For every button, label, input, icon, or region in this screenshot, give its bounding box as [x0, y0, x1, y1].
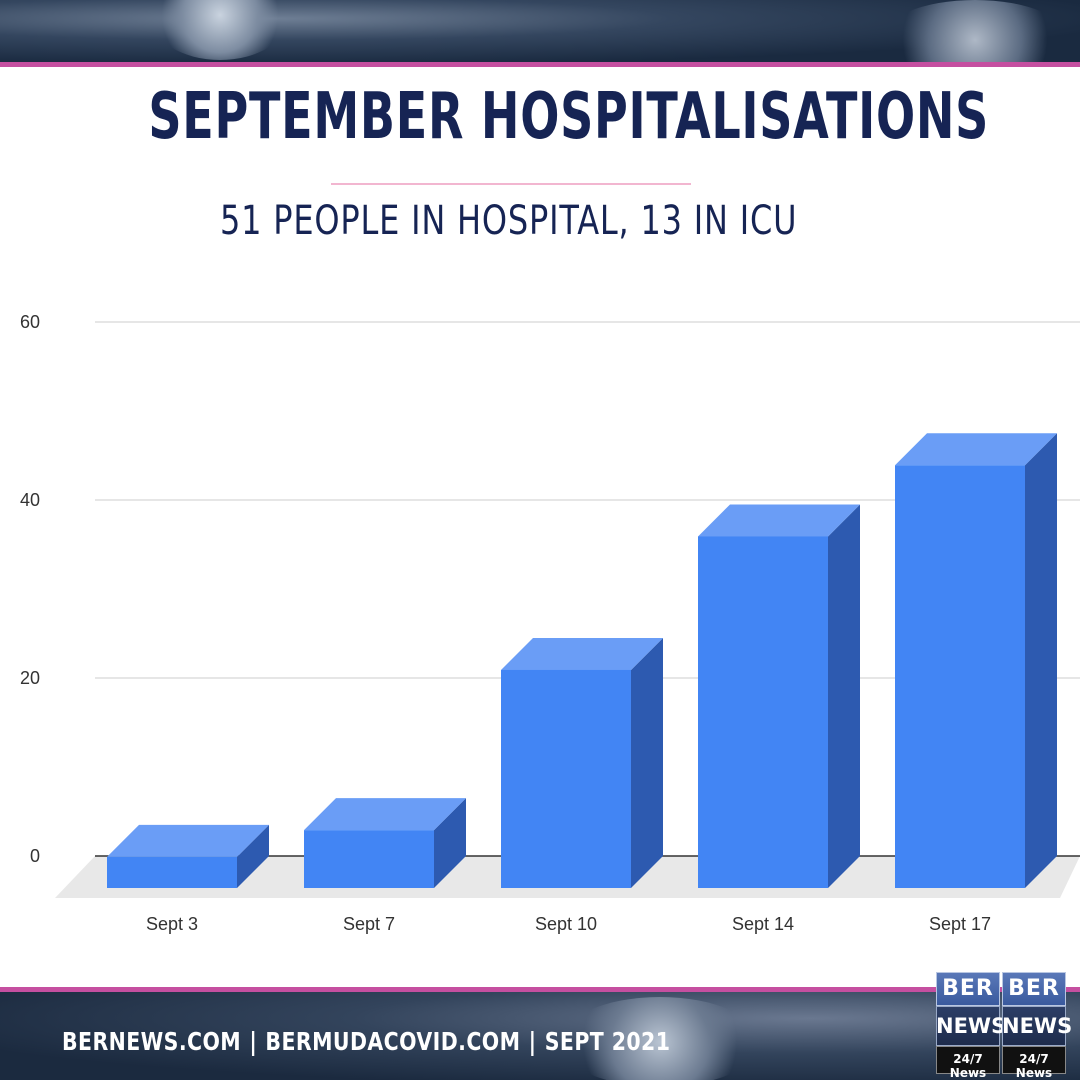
- bar: [895, 465, 1025, 888]
- bar: [107, 856, 237, 888]
- y-tick-label: 60: [20, 312, 40, 332]
- footer-separator: |: [249, 1027, 258, 1056]
- bar-side: [237, 824, 269, 888]
- top-banner: [0, 0, 1080, 62]
- footer-link-bernews[interactable]: BERNEWS.COM: [62, 1027, 242, 1056]
- bar-chart: 0 20 40 60 Sept 3 Sept 7 Sept 10 Sept 14 Sept 17: [20, 312, 1080, 934]
- footer-date: SEPT 2021: [544, 1027, 671, 1056]
- logo-text: NEWS: [1002, 1014, 1073, 1038]
- x-tick-label: Sept 3: [146, 914, 198, 934]
- virus-image: [880, 0, 1070, 62]
- footer-credits: BERNEWS.COM | BERMUDACOVID.COM | SEPT 2021: [62, 1022, 670, 1062]
- bottom-banner: [0, 992, 1080, 1080]
- logo-text: 24/7 News: [949, 1052, 987, 1080]
- bar-side: [828, 504, 860, 888]
- footer-link-bermudacovid[interactable]: BERMUDACOVID.COM: [265, 1027, 521, 1056]
- bar-top: [501, 637, 663, 670]
- logo-text: BER: [942, 976, 994, 1001]
- bar: [304, 830, 434, 888]
- logo-text: NEWS: [936, 1014, 1007, 1038]
- x-tick-label: Sept 14: [732, 914, 794, 934]
- chart-title: SEPTEMBER HOSPITALISATIONS: [148, 80, 990, 154]
- footer-separator: |: [528, 1027, 537, 1056]
- logo-text: BER: [1008, 976, 1060, 1001]
- bernews-logo[interactable]: BER NEWS 24/7 News: [936, 972, 1007, 1080]
- virus-image: [150, 0, 290, 60]
- bar-side: [631, 637, 663, 888]
- virus-image: [560, 997, 760, 1080]
- bar-top: [107, 824, 269, 857]
- x-tick-label: Sept 7: [343, 914, 395, 934]
- bernews-logo[interactable]: BER NEWS 24/7 News: [1002, 972, 1073, 1080]
- bar-side: [1025, 433, 1057, 888]
- chart-subtitle: 51 PEOPLE IN HOSPITAL, 13 IN ICU: [220, 198, 798, 244]
- bar-top: [895, 433, 1057, 466]
- logo-text: 24/7 News: [1015, 1052, 1053, 1080]
- y-tick-label: 20: [20, 668, 40, 688]
- bar: [698, 536, 828, 888]
- y-tick-label: 0: [30, 846, 40, 866]
- top-accent-line: [0, 62, 1080, 67]
- title-divider: [331, 183, 691, 185]
- bar-top: [698, 504, 860, 537]
- bottom-accent-line: [0, 987, 1080, 992]
- bar: [501, 669, 631, 888]
- x-tick-label: Sept 17: [929, 914, 991, 934]
- bar-top: [304, 798, 466, 831]
- x-tick-label: Sept 10: [535, 914, 597, 934]
- y-tick-label: 40: [20, 490, 40, 510]
- bar-side: [434, 798, 466, 888]
